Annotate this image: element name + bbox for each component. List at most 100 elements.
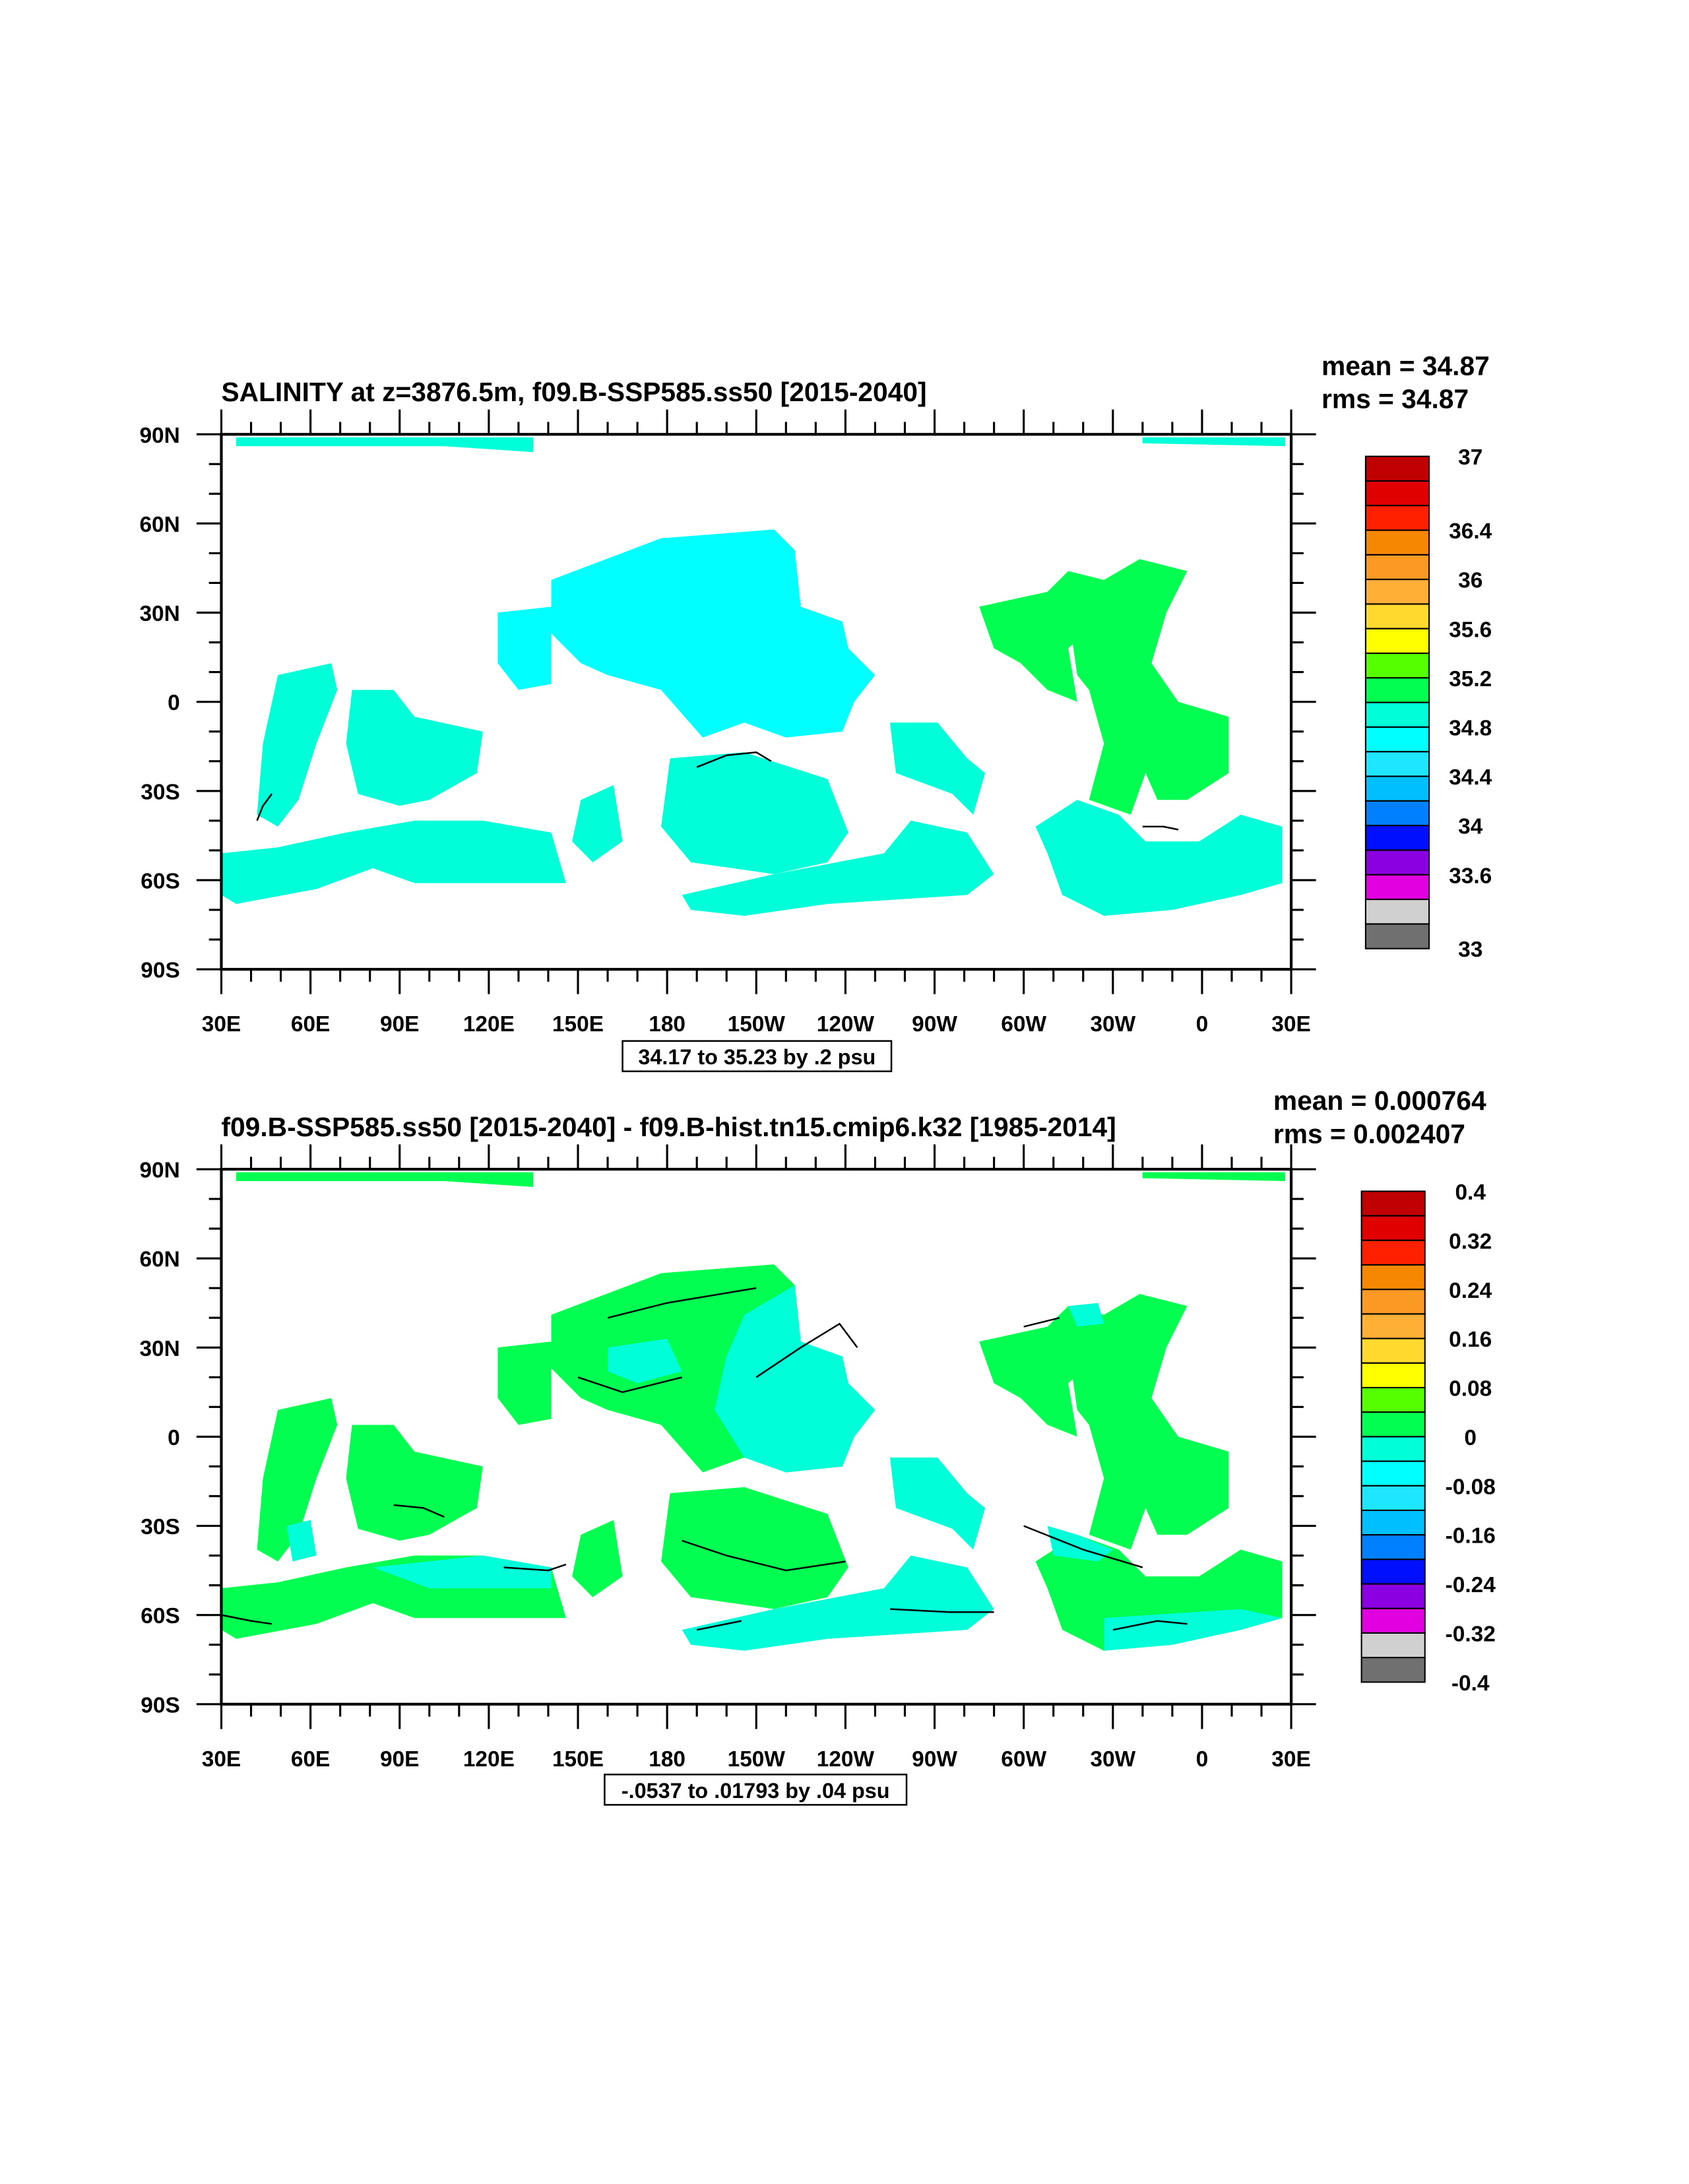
colorbar-label: 34.4 bbox=[1449, 765, 1492, 790]
colorbar-label: 0.24 bbox=[1449, 1279, 1492, 1303]
x-tick-label: 150W bbox=[728, 1012, 786, 1037]
y-tick-label: 60S bbox=[141, 1604, 179, 1628]
colorbar-box bbox=[1364, 579, 1430, 605]
colorbar-label: -0.08 bbox=[1446, 1475, 1496, 1499]
x-tick-label: 150E bbox=[552, 1012, 604, 1037]
x-tick-label: 150W bbox=[728, 1747, 786, 1772]
colorbar: 0.4 0.32 0.24 0.16 0.08 0 -0.08 -0.16 -0.24 -0.32… bbox=[1360, 1180, 1496, 1696]
chart-title: SALINITY at z=3876.5m, f09.B-SSP585.ss50… bbox=[221, 377, 926, 407]
anomaly-region bbox=[1068, 1302, 1104, 1327]
colorbar-box bbox=[1360, 1485, 1426, 1512]
colorbar-label: 0.32 bbox=[1449, 1229, 1492, 1254]
chart-title: f09.B-SSP585.ss50 [2015-2040] - f09.B-hi… bbox=[221, 1112, 1116, 1142]
rms-stat: rms = 34.87 bbox=[1322, 384, 1469, 414]
contour-line bbox=[696, 1620, 742, 1631]
salinity-field bbox=[221, 1172, 1286, 1651]
colorbar-box bbox=[1360, 1583, 1426, 1609]
x-tick-label: 30E bbox=[202, 1747, 241, 1772]
y-tick-label: 90S bbox=[141, 1693, 179, 1718]
x-tick-label: 180 bbox=[649, 1747, 685, 1772]
y-tick-label: 0 bbox=[168, 1426, 180, 1450]
y-tick-label: 60N bbox=[139, 1248, 179, 1272]
y-tick-label: 60N bbox=[139, 513, 179, 537]
ocean-region-c-indian bbox=[346, 690, 483, 806]
contour-line bbox=[607, 1287, 757, 1319]
contour-line bbox=[1112, 1620, 1188, 1631]
anomaly-region bbox=[373, 1555, 552, 1589]
colorbar-box bbox=[1364, 603, 1430, 629]
anomaly-region bbox=[607, 1338, 682, 1384]
y-tick-label: 30N bbox=[139, 602, 179, 626]
ocean-region-w-pacific bbox=[497, 606, 552, 690]
colorbar-box bbox=[1364, 480, 1430, 507]
x-tick-label: 90E bbox=[380, 1012, 419, 1037]
contour-line bbox=[393, 1504, 445, 1518]
y-tick-label: 90N bbox=[139, 1159, 179, 1183]
ocean-region-c-indian bbox=[346, 1425, 483, 1541]
mean-stat: mean = 0.000764 bbox=[1273, 1085, 1486, 1116]
colorbar-box bbox=[1364, 455, 1430, 482]
contour-line bbox=[755, 1322, 858, 1378]
colorbar-box bbox=[1364, 874, 1430, 901]
x-tick-label: 90W bbox=[912, 1747, 957, 1772]
x-tick-label: 90W bbox=[912, 1012, 957, 1037]
colorbar-label: 34.8 bbox=[1449, 717, 1492, 741]
colorbar-box bbox=[1364, 701, 1430, 728]
colorbar-box bbox=[1364, 627, 1430, 655]
ocean-region-tasman bbox=[572, 1520, 623, 1597]
colorbar-label: 33 bbox=[1458, 938, 1482, 962]
colorbar-box bbox=[1360, 1607, 1426, 1634]
contour-info-box bbox=[604, 1774, 908, 1806]
colorbar-box bbox=[1360, 1657, 1426, 1683]
colorbar-label: 37 bbox=[1458, 445, 1482, 470]
mean-stat: mean = 34.87 bbox=[1322, 350, 1490, 381]
colorbar-box bbox=[1364, 677, 1430, 703]
x-tick-label: 180 bbox=[649, 1012, 685, 1037]
x-tick-label: 150E bbox=[552, 1747, 604, 1772]
x-tick-label: 90E bbox=[380, 1747, 419, 1772]
anomaly-region bbox=[1047, 1526, 1113, 1562]
ocean-region-arabian bbox=[257, 663, 338, 827]
colorbar-box bbox=[1360, 1313, 1426, 1339]
contour-line bbox=[682, 1539, 846, 1572]
y-tick-label: 30S bbox=[141, 780, 179, 804]
x-tick-label: 120E bbox=[463, 1012, 515, 1037]
colorbar-box bbox=[1360, 1436, 1426, 1462]
x-tick-label: 60W bbox=[1001, 1747, 1046, 1772]
ocean-region-arctic-w bbox=[236, 1172, 534, 1187]
contour-line bbox=[256, 793, 272, 821]
colorbar-box bbox=[1360, 1239, 1426, 1266]
salinity-field bbox=[221, 437, 1286, 916]
x-tick-label: 30E bbox=[202, 1012, 241, 1037]
x-tick-label: 0 bbox=[1196, 1012, 1209, 1037]
colorbar-box bbox=[1364, 775, 1430, 802]
x-tick-label: 30E bbox=[1271, 1012, 1310, 1037]
contour-line bbox=[889, 1608, 994, 1613]
anomaly-region bbox=[715, 1285, 876, 1473]
contour-info-box bbox=[621, 1040, 893, 1072]
ocean-region-n-pacific bbox=[551, 529, 876, 738]
y-tick-label: 30N bbox=[139, 1337, 179, 1361]
colorbar-box bbox=[1364, 800, 1430, 827]
y-tick-label: 30S bbox=[141, 1515, 179, 1539]
colorbar-label: 34 bbox=[1458, 815, 1483, 839]
colorbar-box bbox=[1364, 825, 1430, 851]
colorbar-box bbox=[1360, 1264, 1426, 1291]
colorbar-box bbox=[1360, 1460, 1426, 1487]
anomaly-region bbox=[286, 1520, 317, 1562]
ocean-region-s-pacific bbox=[661, 752, 848, 874]
colorbar-label: 0.16 bbox=[1449, 1328, 1492, 1352]
colorbar-box bbox=[1360, 1534, 1426, 1560]
colorbar-label: 36.4 bbox=[1449, 519, 1492, 544]
colorbar-box bbox=[1360, 1632, 1426, 1659]
x-tick-label: 30W bbox=[1090, 1747, 1135, 1772]
y-tick-label: 60S bbox=[141, 869, 179, 893]
colorbar-label: -0.24 bbox=[1446, 1573, 1496, 1597]
contour-line bbox=[1142, 825, 1179, 831]
colorbar-box bbox=[1364, 751, 1430, 777]
contour-line bbox=[221, 1614, 272, 1625]
y-tick-label: 0 bbox=[168, 691, 180, 715]
colorbar-box bbox=[1364, 726, 1430, 753]
x-tick-label: 30E bbox=[1271, 1747, 1310, 1772]
ocean-region-tasman bbox=[572, 785, 623, 862]
